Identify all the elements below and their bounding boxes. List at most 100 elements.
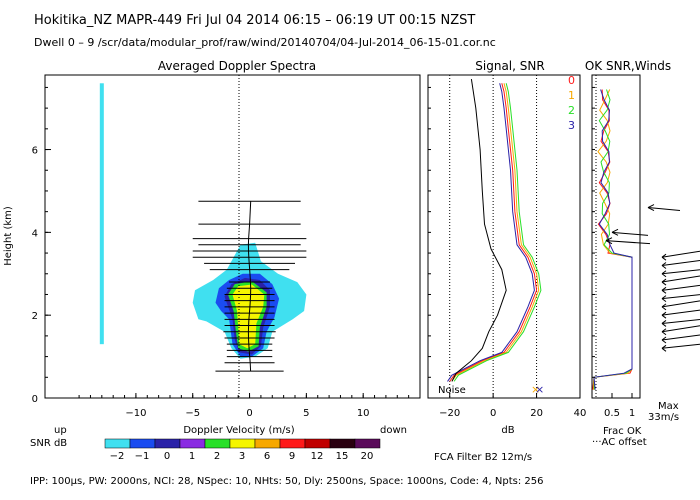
colorbar-tick-label: 2 <box>214 451 220 462</box>
max-wind-value: 33m/s <box>648 412 679 423</box>
ok-panel: 0 1 2 3 0.5 1 Frac OK ···AC offset Max 33m/s <box>568 74 700 448</box>
colorbar-tick-label: 1 <box>189 451 195 462</box>
wind-barb-head <box>661 328 667 333</box>
wind-barb <box>661 275 700 283</box>
spectra-axes: −10 −5 0 5 10 0 2 4 6 <box>32 86 421 419</box>
ok-x-tick-label: 0.5 <box>604 408 620 419</box>
colorbar-swatch <box>154 438 181 449</box>
wind-arrow-head <box>647 204 655 208</box>
signal-x-tick-label: 20 <box>530 408 543 419</box>
spectra-title: Averaged Doppler Spectra <box>158 59 316 73</box>
wind-arrow-head <box>605 240 613 245</box>
signal-series <box>451 83 540 382</box>
spectra-panel: −10 −5 0 5 10 0 2 4 6 Height (km) Doppler Veloci… <box>3 74 421 436</box>
signal-series <box>447 83 535 382</box>
ok-legend-entry: 0 <box>568 74 575 87</box>
wind-arrow <box>647 207 681 212</box>
x-tick-label: 5 <box>303 408 309 419</box>
ok-x-tick-label: 1 <box>629 408 635 419</box>
colorbar-tick-label: 3 <box>239 451 245 462</box>
colorbar-tick-label: 15 <box>336 451 349 462</box>
wind-barb-head <box>661 262 667 266</box>
wind-barb-head <box>661 314 667 319</box>
wind-barb-head <box>661 303 667 308</box>
x-tick-label: 10 <box>357 408 370 419</box>
wind-barb-head <box>661 298 667 303</box>
colorbar-swatch <box>354 438 381 449</box>
wind-barb <box>661 294 700 300</box>
wind-barb-head <box>661 270 667 275</box>
wind-barb-head <box>661 265 667 269</box>
wind-barb-head <box>661 306 667 311</box>
wind-barb-head <box>661 281 667 286</box>
x-tick-label: −10 <box>125 408 146 419</box>
colorbar-swatch <box>129 438 156 449</box>
wind-barb-head <box>661 323 667 327</box>
colorbar-tick-label: 12 <box>311 451 324 462</box>
wind-arrow-head <box>611 231 619 236</box>
wind-barb-head <box>661 295 667 300</box>
signal-lines <box>447 79 542 382</box>
mean-velocity-trace <box>247 201 252 372</box>
header-dwell-path: Dwell 0 – 9 /scr/data/modular_prof/raw/w… <box>34 36 496 49</box>
colorbar-swatch <box>204 438 231 449</box>
wind-barb-head <box>661 339 667 344</box>
y-tick-label: 6 <box>32 146 38 157</box>
colorbar-tick-label: −1 <box>135 451 150 462</box>
signal-title: Signal, SNR <box>475 59 544 73</box>
wind-barb-head <box>661 336 667 341</box>
colorbar-swatch <box>104 438 131 449</box>
colorbar-tick-label: −2 <box>110 451 125 462</box>
ok-legend-entry: 3 <box>568 119 575 132</box>
frac-ok-label: Frac OK <box>603 426 642 437</box>
wind-arrow-head <box>611 228 619 233</box>
colorbar-swatch <box>179 438 206 449</box>
colorbar-tick-label: 9 <box>289 451 295 462</box>
radar-parameters: IPP: 100µs, PW: 2000ns, NCI: 28, NSpec: … <box>30 476 543 487</box>
filter-label: FCA Filter B2 12m/s <box>434 452 532 463</box>
wind-barb <box>661 309 700 316</box>
wind-barb <box>661 300 700 308</box>
wind-barbs <box>605 204 700 352</box>
colorbar-tick-label: 6 <box>264 451 270 462</box>
x-tick-label: −5 <box>185 408 200 419</box>
noise-marker-1: × <box>531 383 540 396</box>
wind-barb-head <box>661 256 667 261</box>
wind-barb <box>661 325 700 333</box>
wind-arrow <box>611 231 649 236</box>
height-axis-label: Height (km) <box>3 206 14 266</box>
signal-x-tick-label: 0 <box>490 408 496 419</box>
up-label: up <box>54 425 67 436</box>
wind-barb-head <box>661 331 667 336</box>
noise-label: Noise <box>438 385 466 396</box>
colorbar-swatch <box>254 438 281 449</box>
wind-barb-head <box>661 311 667 316</box>
colorbar-swatch <box>329 438 356 449</box>
signal-x-tick-label: 40 <box>574 408 587 419</box>
signal-frame <box>427 74 581 399</box>
ok-fraction-line <box>592 89 633 390</box>
colorbar-swatch <box>279 438 306 449</box>
signal-series <box>453 83 542 382</box>
spectral-width-bars <box>192 200 307 372</box>
ok-frame <box>591 74 641 399</box>
interference-stripe <box>99 83 104 345</box>
snr-colorbar: SNR dB −2 −1 0 1 2 3 6 9 12 15 20 <box>30 438 381 462</box>
wind-barb-head <box>661 278 667 283</box>
signal-series <box>451 79 507 382</box>
ac-offset-label: ···AC offset <box>592 437 647 448</box>
snr-db-label: SNR dB <box>30 438 67 449</box>
down-label: down <box>380 425 407 436</box>
x-tick-label: 0 <box>246 408 252 419</box>
ok-fraction-line <box>593 89 633 390</box>
wind-barb <box>661 318 700 324</box>
ok-fraction-line <box>593 89 633 390</box>
ok-fraction-line <box>593 89 633 390</box>
wind-barb-head <box>661 273 667 278</box>
wind-arrow-head <box>647 207 655 211</box>
ok-legend-entry: 2 <box>568 104 575 117</box>
wind-arrow <box>605 240 651 245</box>
wind-barb-head <box>661 320 667 324</box>
spectra-heatmap <box>99 83 307 359</box>
signal-series <box>449 83 538 382</box>
